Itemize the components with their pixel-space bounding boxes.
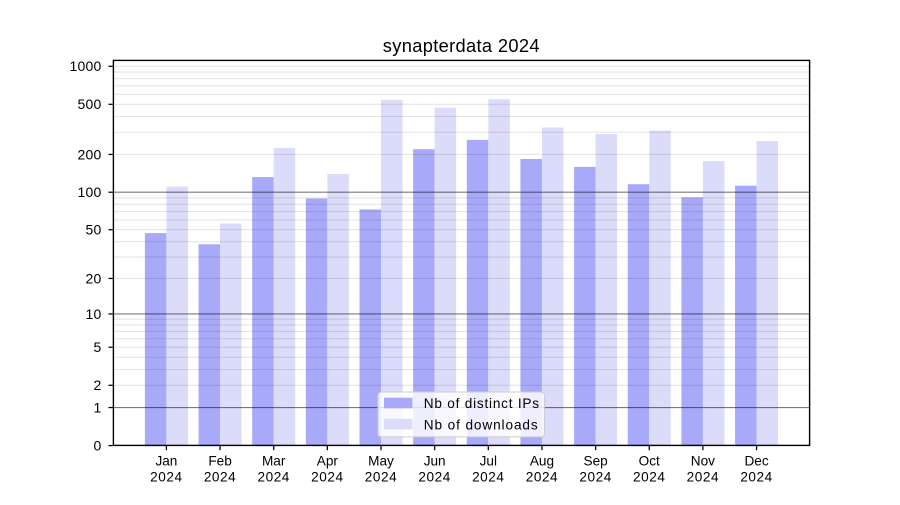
- svg-text:2024: 2024: [579, 470, 611, 485]
- svg-text:Jun: Jun: [424, 454, 446, 469]
- svg-text:May: May: [368, 454, 394, 469]
- svg-text:synapterdata 2024: synapterdata 2024: [383, 35, 540, 56]
- svg-text:2024: 2024: [633, 470, 665, 485]
- svg-text:Sep: Sep: [584, 454, 608, 469]
- svg-text:20: 20: [86, 270, 102, 286]
- svg-text:500: 500: [78, 96, 102, 112]
- svg-text:Apr: Apr: [317, 454, 339, 469]
- svg-text:2024: 2024: [472, 470, 504, 485]
- svg-text:Oct: Oct: [639, 454, 660, 469]
- svg-text:2024: 2024: [204, 470, 236, 485]
- svg-text:Aug: Aug: [530, 454, 554, 469]
- svg-text:2024: 2024: [687, 470, 719, 485]
- svg-text:50: 50: [86, 222, 102, 238]
- svg-text:Nb of downloads: Nb of downloads: [424, 417, 539, 432]
- svg-text:2024: 2024: [526, 470, 558, 485]
- svg-text:200: 200: [78, 146, 102, 162]
- svg-text:Nb of distinct IPs: Nb of distinct IPs: [424, 396, 540, 411]
- svg-text:100: 100: [78, 184, 102, 200]
- svg-text:2024: 2024: [365, 470, 397, 485]
- svg-text:2024: 2024: [257, 470, 289, 485]
- svg-text:Feb: Feb: [208, 454, 231, 469]
- svg-text:1000: 1000: [70, 58, 102, 74]
- svg-text:Jul: Jul: [480, 454, 497, 469]
- svg-text:2024: 2024: [740, 470, 772, 485]
- svg-text:2024: 2024: [311, 470, 343, 485]
- svg-text:2024: 2024: [150, 470, 182, 485]
- svg-text:5: 5: [94, 339, 102, 355]
- svg-text:Dec: Dec: [744, 454, 768, 469]
- svg-text:Mar: Mar: [262, 454, 286, 469]
- svg-text:2024: 2024: [418, 470, 450, 485]
- svg-text:2: 2: [94, 377, 102, 393]
- svg-text:10: 10: [86, 306, 102, 322]
- svg-text:1: 1: [94, 399, 102, 415]
- svg-text:Jan: Jan: [155, 454, 177, 469]
- svg-text:0: 0: [94, 438, 102, 454]
- svg-text:Nov: Nov: [691, 454, 715, 469]
